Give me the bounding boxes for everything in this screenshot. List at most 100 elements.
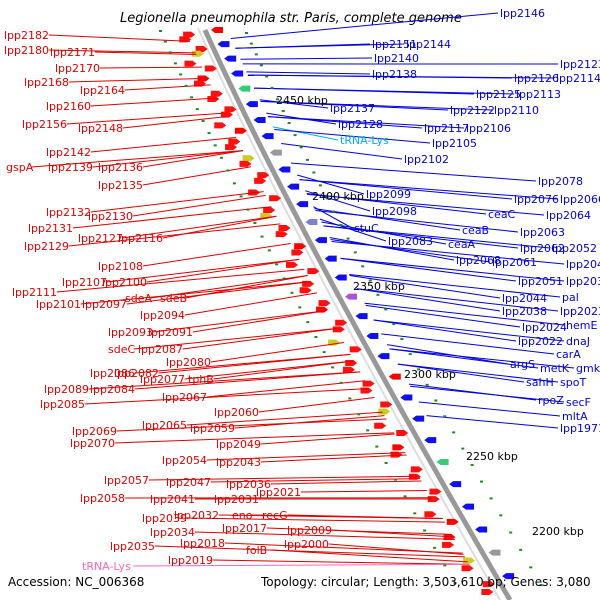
gene-label-right[interactable]: stuC xyxy=(354,222,379,235)
gene-label-right[interactable]: lpp2023 xyxy=(560,305,600,318)
gene-label-right[interactable]: lpp2105 xyxy=(432,137,477,150)
gene-label-right[interactable]: lpp2076 xyxy=(514,193,559,206)
gene-label-left[interactable]: lpp2041 xyxy=(150,493,195,506)
gene-label-left[interactable]: tRNA-Lys xyxy=(82,560,131,573)
gene-label-right[interactable]: lpp2144 xyxy=(406,38,451,51)
gene-label-left[interactable]: lpp2130 xyxy=(88,210,133,223)
gene-label-right[interactable]: lpp2022 xyxy=(518,335,563,348)
gene-label-left[interactable]: lpp2116 xyxy=(118,232,163,245)
gene-label-left[interactable]: lpp2058 xyxy=(80,492,125,505)
gene-label-right[interactable]: hemE xyxy=(566,319,597,332)
gene-label-left[interactable]: lpp2160 xyxy=(46,100,91,113)
gene-label-left[interactable]: lpp2108 xyxy=(98,260,143,273)
gene-label-left[interactable]: lpp2136 xyxy=(98,161,143,174)
gene-label-right[interactable]: rpoZ xyxy=(538,394,564,407)
gene-label-left[interactable]: lpp2139 xyxy=(48,161,93,174)
gene-label-left[interactable]: lpp2107 xyxy=(62,276,107,289)
gene-label-left[interactable]: lpp2018 xyxy=(180,537,225,550)
gene-label-right[interactable]: carA xyxy=(556,348,581,361)
gene-label-left[interactable]: lpp2039 xyxy=(142,512,187,525)
gene-label-left[interactable]: lpp2129 xyxy=(24,240,69,253)
gene-label-left[interactable]: lpp2101 xyxy=(36,298,81,311)
gene-label-right[interactable]: lpp2045 xyxy=(566,258,600,271)
gene-label-right[interactable]: lpp2122 xyxy=(450,104,495,117)
gene-label-right[interactable]: lpp2137 xyxy=(330,102,375,115)
gene-label-left[interactable]: lpp2070 xyxy=(70,437,115,450)
gene-label-right[interactable]: dnaJ xyxy=(566,335,590,348)
gene-label-left[interactable]: folB xyxy=(246,544,267,557)
gene-label-left[interactable]: lpp2059 xyxy=(190,422,235,435)
gene-label-right[interactable]: lpp2066 xyxy=(560,193,600,206)
gene-label-left[interactable]: lpp2089 xyxy=(44,383,89,396)
gene-label-right[interactable]: lpp2061 xyxy=(492,256,537,269)
gene-label-right[interactable]: metK xyxy=(540,362,570,375)
gene-label-left[interactable]: lpp2142 xyxy=(46,146,91,159)
gene-label-right[interactable]: lpp2128 xyxy=(338,118,383,131)
gene-label-left[interactable]: eno xyxy=(232,509,253,522)
gene-label-right[interactable]: gmk xyxy=(576,362,600,375)
gene-label-left[interactable]: lpp2127 xyxy=(78,232,123,245)
gene-label-left[interactable]: lpp2049 xyxy=(216,438,261,451)
gene-label-right[interactable]: lpp2052 xyxy=(552,242,597,255)
gene-label-right[interactable]: lpp2051 xyxy=(518,275,563,288)
gene-label-right[interactable]: lpp2125 xyxy=(476,88,521,101)
gene-label-right[interactable]: lpp2110 xyxy=(494,104,539,117)
gene-label-left[interactable]: lpp2097 xyxy=(82,298,127,311)
gene-label-left[interactable]: recG xyxy=(262,509,288,522)
gene-label-right[interactable]: lpp2102 xyxy=(404,153,449,166)
gene-label-right[interactable]: lpp2126 xyxy=(514,72,559,85)
gene-label-left[interactable]: lpp2000 xyxy=(284,538,329,551)
gene-label-left[interactable]: lpp2093 xyxy=(108,326,153,339)
gene-label-left[interactable]: lpp2168 xyxy=(24,76,69,89)
gene-label-right[interactable]: lpp2146 xyxy=(500,7,545,20)
gene-label-right[interactable]: lpp2140 xyxy=(374,52,419,65)
gene-label-left[interactable]: gspA xyxy=(6,161,34,174)
gene-label-left[interactable]: lpp2054 xyxy=(162,454,207,467)
gene-label-left[interactable]: lpp2009 xyxy=(287,524,332,537)
gene-label-right[interactable]: ceaA xyxy=(448,238,476,251)
gene-label-right[interactable]: sahH xyxy=(526,376,554,389)
gene-label-left[interactable]: lpp2021 xyxy=(256,486,301,499)
gene-label-left[interactable]: lpp2031 xyxy=(214,493,259,506)
gene-label-left[interactable]: lpp2065 xyxy=(142,419,187,432)
gene-label-left[interactable]: lpp2017 xyxy=(222,522,267,535)
gene-label-right[interactable]: lpp2123 xyxy=(560,58,600,71)
gene-label-left[interactable]: lpp2182 xyxy=(4,29,49,42)
gene-label-left[interactable]: sdeB xyxy=(160,292,187,305)
gene-label-right[interactable]: pal xyxy=(562,291,579,304)
gene-label-right[interactable]: mltA xyxy=(562,410,588,423)
gene-label-right[interactable]: tRNA-Lys xyxy=(340,134,389,147)
gene-label-left[interactable]: lpp2100 xyxy=(102,276,147,289)
gene-label-right[interactable]: lpp2151 xyxy=(372,38,417,51)
gene-label-left[interactable]: tphB xyxy=(188,373,214,386)
gene-label-right[interactable]: lpp2078 xyxy=(538,175,583,188)
gene-label-left[interactable]: lpp2111 xyxy=(12,286,57,299)
gene-label-left[interactable]: lpp2019 xyxy=(168,554,213,567)
gene-label-right[interactable]: lpp2064 xyxy=(546,209,591,222)
gene-label-left[interactable]: lpp2060 xyxy=(214,406,259,419)
gene-label-right[interactable]: ceaC xyxy=(488,208,516,221)
gene-label-right[interactable]: ceaB xyxy=(462,224,489,237)
gene-label-left[interactable]: lpp2135 xyxy=(98,179,143,192)
gene-label-left[interactable]: lpp2132 xyxy=(46,206,91,219)
gene-label-right[interactable]: secF xyxy=(566,396,591,409)
gene-label-right[interactable]: lpp2117 xyxy=(424,122,469,135)
gene-label-left[interactable]: lpp2170 xyxy=(55,62,100,75)
gene-label-left[interactable]: lpp2043 xyxy=(216,456,261,469)
gene-label-left[interactable]: lpp2171 xyxy=(50,46,95,59)
gene-label-right[interactable]: spoT xyxy=(560,376,586,389)
gene-label-left[interactable]: sdeA xyxy=(125,292,152,305)
gene-label-left[interactable]: lpp2080 xyxy=(166,356,211,369)
gene-label-right[interactable]: lpp2113 xyxy=(516,88,561,101)
gene-label-right[interactable]: lpp2106 xyxy=(466,122,511,135)
gene-label-right[interactable]: lpp2083 xyxy=(388,235,433,248)
gene-label-right[interactable]: lpp2114 xyxy=(556,72,600,85)
gene-label-right[interactable]: lpp2062 xyxy=(520,242,565,255)
gene-label-left[interactable]: lpp2148 xyxy=(78,122,123,135)
gene-label-right[interactable]: lpp2024 xyxy=(522,321,567,334)
gene-label-right[interactable]: lpp2098 xyxy=(372,205,417,218)
gene-label-right[interactable]: lpp2138 xyxy=(372,68,417,81)
gene-label-right[interactable]: lpp2099 xyxy=(366,188,411,201)
gene-label-left[interactable]: lpp2036 xyxy=(226,478,271,491)
gene-label-right[interactable]: lpp2044 xyxy=(502,292,547,305)
